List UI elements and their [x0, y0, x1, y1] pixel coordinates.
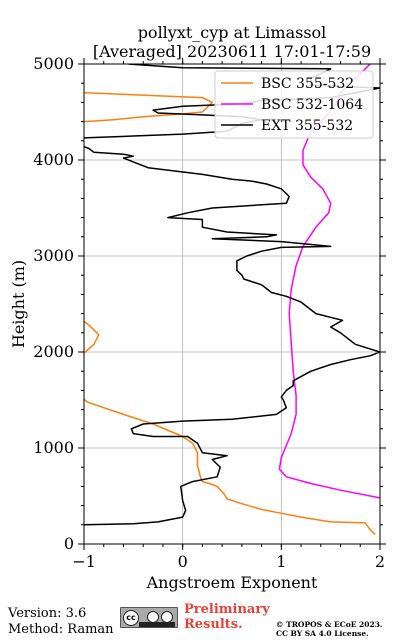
preliminary-line-1: Preliminary: [184, 602, 270, 617]
method-text: Method: Raman: [8, 622, 114, 637]
chart-legend: BSC 355-532 BSC 532-1064 EXT 355-532: [214, 70, 374, 139]
y-tick-label: 3000: [33, 246, 74, 265]
y-tick-label: 1000: [33, 438, 74, 457]
x-tick-label: 1: [276, 552, 286, 571]
license-text: © TROPOS & ECoE 2023. CC BY SA 4.0 Licen…: [276, 620, 383, 638]
preliminary-line-2: Results.: [184, 617, 243, 632]
badge-strip: [139, 622, 175, 627]
x-tick-label: −1: [72, 552, 96, 571]
y-tick-label: 2000: [33, 342, 74, 361]
chart-subtitle: [Averaged] 20230611 17:01-17:59: [93, 42, 371, 61]
x-tick-label: 0: [178, 552, 188, 571]
legend-label-3: EXT 355-532: [261, 118, 353, 134]
legend-box: [214, 70, 374, 139]
legend-label-2: BSC 532-1064: [261, 97, 363, 113]
footer-meta: Version: 3.6 Method: Raman: [8, 606, 114, 638]
preliminary-notice: Preliminary Results.: [184, 602, 270, 632]
legend-label-1: BSC 355-532: [261, 76, 354, 92]
license-line-1: © TROPOS & ECoE 2023.: [276, 620, 383, 629]
x-tick-label: 2: [375, 552, 385, 571]
y-axis-label: Height (m): [9, 260, 28, 348]
cc-license-badge: cc: [120, 607, 178, 628]
series-line-1: [84, 92, 376, 535]
x-axis-label: Angstroem Exponent: [146, 573, 318, 592]
y-tick-label: 5000: [33, 54, 74, 73]
version-text: Version: 3.6: [8, 606, 87, 621]
y-tick-label: 0: [64, 534, 74, 553]
chart-title: pollyxt_cyp at Limassol: [138, 23, 327, 42]
license-line-2: CC BY SA 4.0 License.: [276, 629, 369, 638]
cc-icon: cc: [123, 610, 139, 626]
chart-canvas: pollyxt_cyp at Limassol [Averaged] 20230…: [9, 23, 386, 592]
y-tick-label: 4000: [33, 150, 74, 169]
plot-frame: [83, 63, 381, 545]
